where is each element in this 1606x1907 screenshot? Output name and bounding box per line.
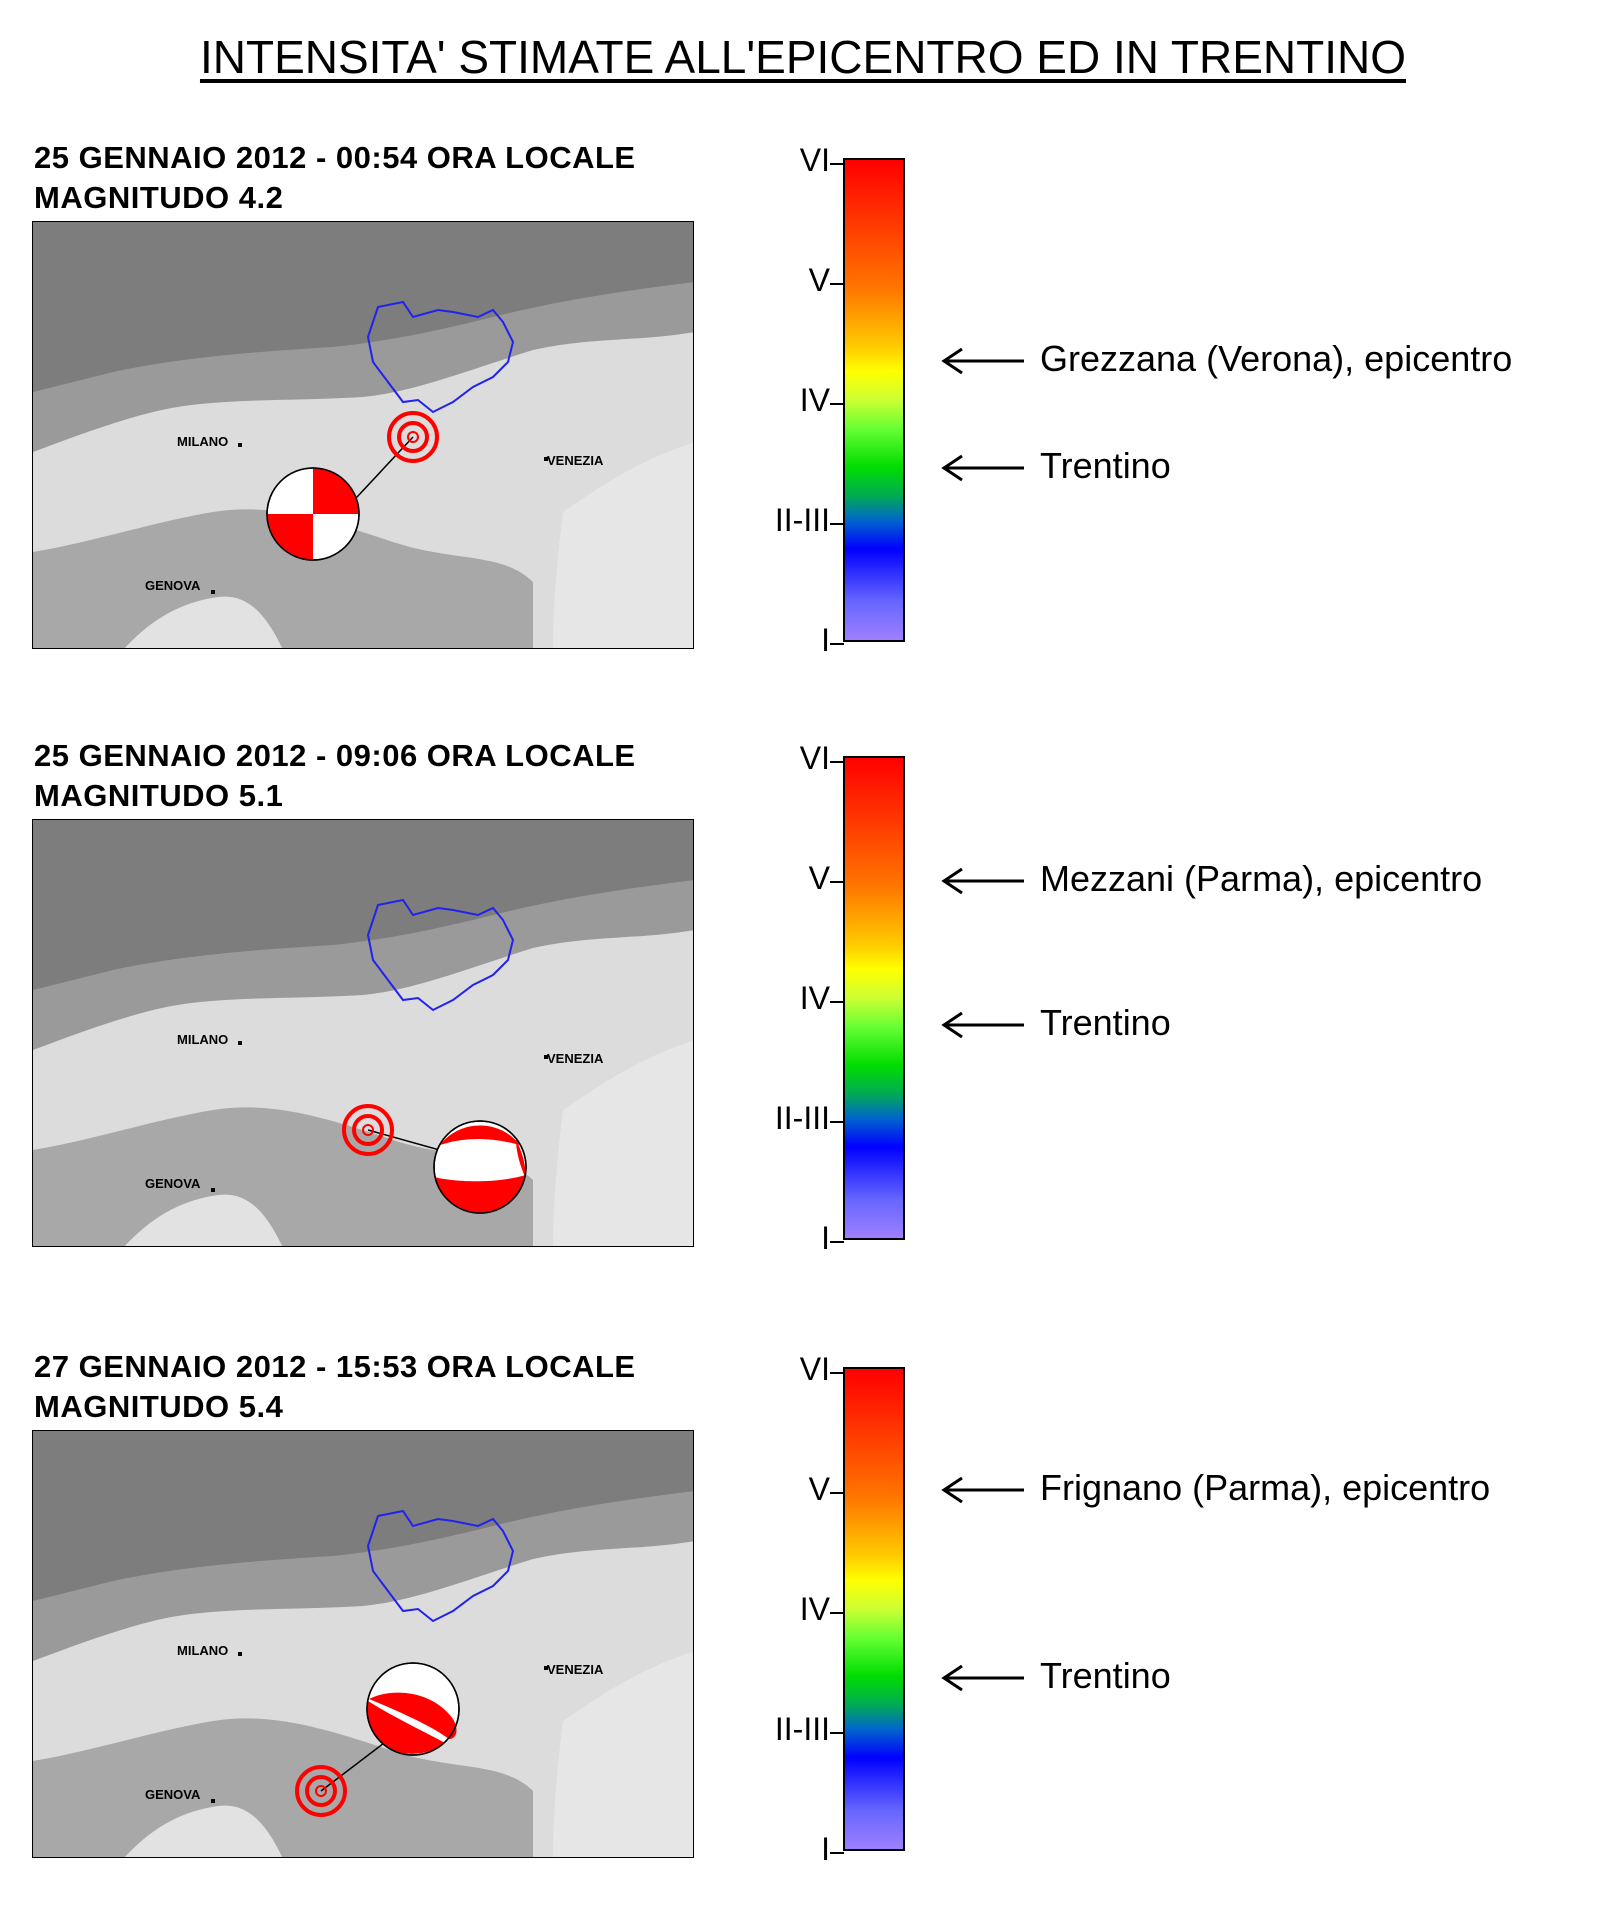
focal-mechanism	[266, 467, 360, 561]
intensity-colorbar	[843, 1367, 905, 1851]
scale-label-ii-iii: II-III	[774, 1711, 830, 1747]
city-label-genova: GENOVA	[145, 578, 201, 593]
event-panel-2: 25 GENNAIO 2012 - 09:06 ORA LOCALE MAGNI…	[0, 736, 1606, 1296]
relief-map: MILANO VENEZIA GENOVA	[32, 1430, 694, 1858]
arrow-left-icon	[941, 1011, 1024, 1039]
epicentre-label: Mezzani (Parma), epicentro	[1040, 858, 1483, 899]
intensity-scale: VI V IV II-III I	[730, 138, 920, 658]
focal-mechanism	[433, 1120, 527, 1214]
relief-map-graphic	[33, 222, 693, 648]
city-label-genova: GENOVA	[145, 1176, 201, 1191]
epicentre-label: Frignano (Parma), epicentro	[1040, 1467, 1491, 1508]
scale-label-v: V	[808, 262, 830, 298]
scale-label-v: V	[808, 1471, 830, 1507]
relief-map: MILANO VENEZIA GENOVA	[32, 221, 694, 649]
trentino-border	[366, 300, 515, 414]
city-label-venezia: VENEZIA	[547, 1662, 604, 1677]
scale-label-vi: VI	[799, 142, 830, 178]
scale-label-iv: IV	[799, 382, 830, 418]
trentino-border	[366, 898, 515, 1012]
scale-label-vi: VI	[799, 1351, 830, 1387]
epicenter-marker	[387, 411, 439, 463]
scale-label-vi: VI	[799, 740, 830, 776]
arrow-left-icon	[941, 347, 1024, 375]
event-magnitude: MAGNITUDO 5.4	[34, 1389, 284, 1424]
scale-label-v: V	[808, 860, 830, 896]
epicentre-label: Grezzana (Verona), epicentro	[1040, 338, 1513, 379]
arrow-left-icon	[941, 1476, 1024, 1504]
intensity-scale: VI V IV II-III I	[730, 1347, 920, 1867]
event-date: 25 GENNAIO 2012 - 09:06 ORA LOCALE	[34, 738, 636, 773]
page-title: INTENSITA' STIMATE ALL'EPICENTRO ED IN T…	[199, 31, 1407, 83]
event-panel-1: 25 GENNAIO 2012 - 00:54 ORA LOCALE MAGNI…	[0, 138, 1606, 698]
event-header: 27 GENNAIO 2012 - 15:53 ORA LOCALE MAGNI…	[34, 1347, 636, 1427]
trentino-border	[366, 1509, 515, 1623]
relief-map-graphic	[33, 820, 693, 1246]
event-magnitude: MAGNITUDO 5.1	[34, 778, 284, 813]
city-label-milano: MILANO	[177, 1643, 229, 1658]
city-label-venezia: VENEZIA	[547, 1051, 604, 1066]
focal-mechanism	[366, 1662, 460, 1756]
event-magnitude: MAGNITUDO 4.2	[34, 180, 284, 215]
city-label-venezia: VENEZIA	[547, 453, 604, 468]
trentino-label: Trentino	[1040, 445, 1171, 486]
epicenter-marker	[342, 1104, 394, 1156]
relief-map-graphic	[33, 1431, 693, 1857]
event-header: 25 GENNAIO 2012 - 00:54 ORA LOCALE MAGNI…	[34, 138, 636, 218]
event-header: 25 GENNAIO 2012 - 09:06 ORA LOCALE MAGNI…	[34, 736, 636, 816]
city-label-milano: MILANO	[177, 434, 229, 449]
scale-label-ii-iii: II-III	[774, 502, 830, 538]
scale-label-iv: IV	[799, 1591, 830, 1627]
city-label-milano: MILANO	[177, 1032, 229, 1047]
event-date: 25 GENNAIO 2012 - 00:54 ORA LOCALE	[34, 140, 636, 175]
relief-map: MILANO VENEZIA GENOVA	[32, 819, 694, 1247]
scale-label-i: I	[821, 1831, 830, 1867]
trentino-label: Trentino	[1040, 1002, 1171, 1043]
epicenter-marker	[295, 1765, 347, 1817]
intensity-scale: VI V IV II-III I	[730, 736, 920, 1256]
arrow-left-icon	[941, 867, 1024, 895]
event-panel-3: 27 GENNAIO 2012 - 15:53 ORA LOCALE MAGNI…	[0, 1347, 1606, 1907]
arrow-left-icon	[941, 454, 1024, 482]
scale-label-i: I	[821, 622, 830, 658]
event-date: 27 GENNAIO 2012 - 15:53 ORA LOCALE	[34, 1349, 636, 1384]
intensity-colorbar	[843, 158, 905, 642]
scale-label-i: I	[821, 1220, 830, 1256]
scale-label-iv: IV	[799, 980, 830, 1016]
arrow-left-icon	[941, 1664, 1024, 1692]
city-label-genova: GENOVA	[145, 1787, 201, 1802]
scale-label-ii-iii: II-III	[774, 1100, 830, 1136]
intensity-colorbar	[843, 756, 905, 1240]
trentino-label: Trentino	[1040, 1655, 1171, 1696]
